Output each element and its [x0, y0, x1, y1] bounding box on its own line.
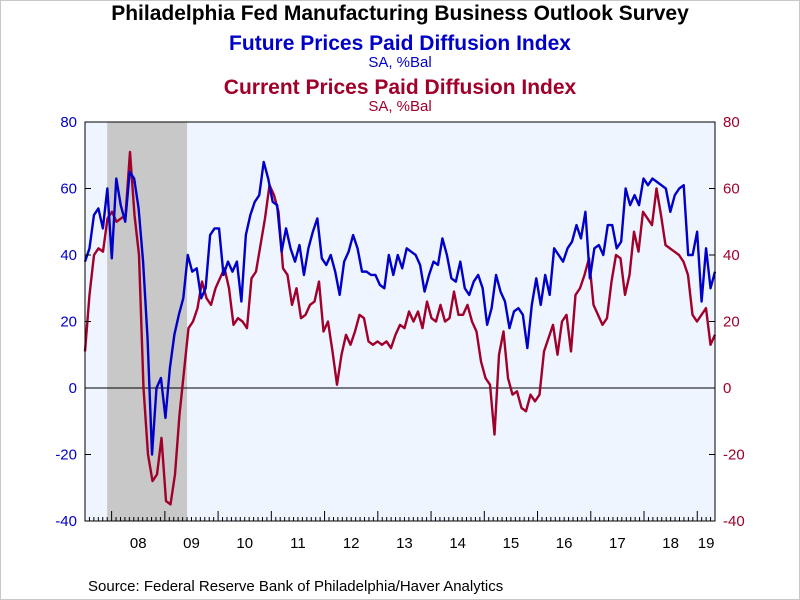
- x-tick-label: 14: [449, 535, 466, 552]
- x-tick-label: 13: [396, 535, 413, 552]
- right-y-tick-label: 0: [723, 380, 731, 397]
- future-series-units: SA, %Bal: [368, 54, 432, 71]
- right-y-tick-label: 60: [723, 181, 740, 198]
- right-y-tick-label: 20: [723, 314, 740, 331]
- x-tick-label: 16: [556, 535, 573, 552]
- left-y-tick-label: 60: [60, 181, 77, 198]
- x-tick-label: 15: [503, 535, 520, 552]
- left-y-tick-label: 0: [69, 380, 77, 397]
- future-prices-line: [83, 160, 717, 456]
- right-y-tick-label: -40: [723, 513, 745, 530]
- chart-title: Philadelphia Fed Manufacturing Business …: [111, 2, 689, 25]
- left-y-tick-label: 40: [60, 247, 77, 264]
- left-y-tick-label: -20: [55, 447, 77, 464]
- left-y-tick-label: 20: [60, 314, 77, 331]
- current-series-title: Current Prices Paid Diffusion Index: [223, 76, 577, 99]
- left-y-tick-label: 80: [60, 114, 77, 131]
- future-series-title: Future Prices Paid Diffusion Index: [229, 32, 571, 55]
- right-y-tick-label: 80: [723, 114, 740, 131]
- x-tick-label: 19: [698, 535, 715, 552]
- x-tick-label: 18: [662, 535, 679, 552]
- x-tick-label: 08: [130, 535, 147, 552]
- current-prices-line: [83, 150, 717, 506]
- right-y-tick-label: 40: [723, 247, 740, 264]
- x-tick-label: 09: [183, 535, 200, 552]
- x-tick-label: 11: [290, 535, 306, 552]
- x-tick-label: 17: [609, 535, 626, 552]
- x-tick-label: 12: [343, 535, 360, 552]
- right-y-tick-label: -20: [723, 447, 745, 464]
- left-y-tick-label: -40: [55, 513, 77, 530]
- x-tick-label: 10: [236, 535, 253, 552]
- plot-area: [85, 122, 715, 521]
- current-series-units: SA, %Bal: [368, 98, 432, 115]
- source-note: Source: Federal Reserve Bank of Philadel…: [88, 578, 504, 595]
